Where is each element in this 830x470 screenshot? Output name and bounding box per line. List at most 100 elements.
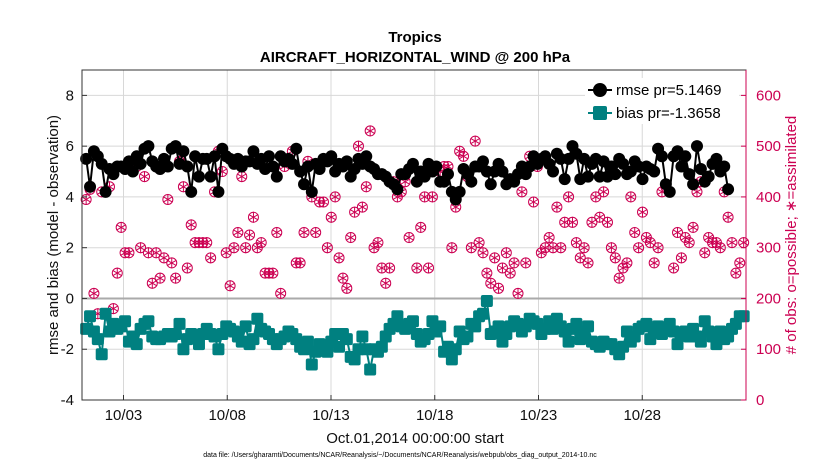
rmse-point xyxy=(675,160,688,173)
obs-assimilated-point xyxy=(248,211,259,223)
y-tick-label-right: 600 xyxy=(756,87,781,104)
obs-assimilated-point xyxy=(641,232,652,244)
bias-point xyxy=(99,307,112,320)
obs-assimilated-point xyxy=(271,226,282,238)
series-layer xyxy=(80,140,750,376)
chart-subtitle: AIRCRAFT_HORIZONTAL_WIND @ 200 hPa xyxy=(260,49,571,66)
obs-assimilated-point xyxy=(182,262,193,274)
obs-assimilated-point xyxy=(618,262,629,274)
obs-assimilated-point xyxy=(621,257,632,269)
bias-point xyxy=(192,338,205,351)
obs-assimilated-point xyxy=(252,242,263,254)
bias-point xyxy=(142,315,155,328)
rmse-point xyxy=(177,145,190,158)
rmse-point xyxy=(406,157,419,170)
bias-point xyxy=(348,353,361,366)
y-tick-label-right: 200 xyxy=(756,290,781,307)
y-tick-label-right: 400 xyxy=(756,189,781,206)
bias-point xyxy=(694,335,707,348)
obs-assimilated-point xyxy=(575,252,586,264)
obs-assimilated-point xyxy=(275,287,286,299)
rmse-point xyxy=(99,185,112,198)
obs-assimilated-point xyxy=(544,232,555,244)
bias-point xyxy=(247,333,260,346)
obs-assimilated-point xyxy=(715,242,726,254)
obs-assimilated-point xyxy=(614,272,625,284)
obs-assimilated-point xyxy=(357,201,368,213)
obs-assimilated-point xyxy=(481,267,492,279)
obs-assimilated-point xyxy=(404,232,415,244)
bias-point xyxy=(737,310,750,323)
rmse-point xyxy=(547,165,560,178)
obs-assimilated-point xyxy=(688,221,699,233)
obs-assimilated-point xyxy=(201,237,212,249)
obs-assimilated-point xyxy=(123,247,134,259)
obs-assimilated-point xyxy=(723,211,734,223)
rmse-point xyxy=(134,157,147,170)
rmse-point xyxy=(683,168,696,181)
y-tick-label-right: 100 xyxy=(756,341,781,358)
obs-assimilated-point xyxy=(458,150,469,162)
obs-assimilated-point xyxy=(135,242,146,254)
obs-assimilated-point xyxy=(653,242,664,254)
obs-assimilated-point xyxy=(485,277,496,289)
rmse-point xyxy=(558,173,571,186)
y-tick-label-right: 300 xyxy=(756,240,781,257)
rmse-point xyxy=(263,150,276,163)
y-tick-label-right: 0 xyxy=(756,392,764,409)
bias-point xyxy=(406,315,419,328)
rmse-point xyxy=(453,185,466,198)
legend-rmse-marker xyxy=(593,83,607,97)
y-tick-label-right: 500 xyxy=(756,138,781,155)
rmse-point xyxy=(290,142,303,155)
obs-assimilated-point xyxy=(372,237,383,249)
bias-point xyxy=(449,343,462,356)
obs-assimilated-point xyxy=(244,229,255,241)
rmse-point xyxy=(181,160,194,173)
bias-point xyxy=(95,348,108,361)
obs-assimilated-point xyxy=(232,226,243,238)
obs-assimilated-point xyxy=(466,242,477,254)
obs-assimilated-point xyxy=(225,280,236,292)
legend-bias-label: bias pr=-1.3658 xyxy=(616,105,721,122)
obs-assimilated-point xyxy=(310,226,321,238)
bias-point xyxy=(698,315,711,328)
legend-box xyxy=(585,78,739,124)
rmse-point xyxy=(655,150,668,163)
obs-assimilated-point xyxy=(112,267,123,279)
rmse-point xyxy=(663,185,676,198)
obs-assimilated-point xyxy=(594,211,605,223)
obs-assimilated-point xyxy=(236,171,247,183)
obs-assimilated-point xyxy=(318,196,329,208)
obs-assimilated-point xyxy=(489,252,500,264)
obs-assimilated-point xyxy=(528,196,539,208)
obs-assimilated-point xyxy=(598,186,609,198)
obs-assimilated-point xyxy=(162,193,173,205)
bias-point xyxy=(476,307,489,320)
rmse-point xyxy=(286,157,299,170)
bias-point xyxy=(301,335,314,348)
bias-point xyxy=(239,320,252,333)
obs-assimilated-point xyxy=(633,242,644,254)
x-tick-label: 10/23 xyxy=(520,407,558,424)
rmse-point xyxy=(476,155,489,168)
bias-point xyxy=(375,340,388,353)
obs-assimilated-point xyxy=(676,252,687,264)
obs-assimilated-point xyxy=(474,237,485,249)
rmse-point xyxy=(360,150,373,163)
x-axis-label: Oct.01,2014 00:00:00 start xyxy=(326,430,504,447)
obs-assimilated-point xyxy=(645,237,656,249)
obs-assimilated-point xyxy=(470,135,481,147)
obs-assimilated-point xyxy=(555,242,566,254)
obs-assimilated-point xyxy=(341,282,352,294)
obs-assimilated-point xyxy=(349,206,360,218)
obs-assimilated-point xyxy=(337,272,348,284)
rmse-point xyxy=(718,160,731,173)
rmse-point xyxy=(84,180,97,193)
footer-data-file: data file: /Users/gharamti/Documents/NCA… xyxy=(203,452,597,459)
obs-assimilated-point xyxy=(166,257,177,269)
x-tick-label: 10/08 xyxy=(208,407,246,424)
obs-assimilated-point xyxy=(353,140,364,152)
obs-assimilated-point xyxy=(512,287,524,299)
